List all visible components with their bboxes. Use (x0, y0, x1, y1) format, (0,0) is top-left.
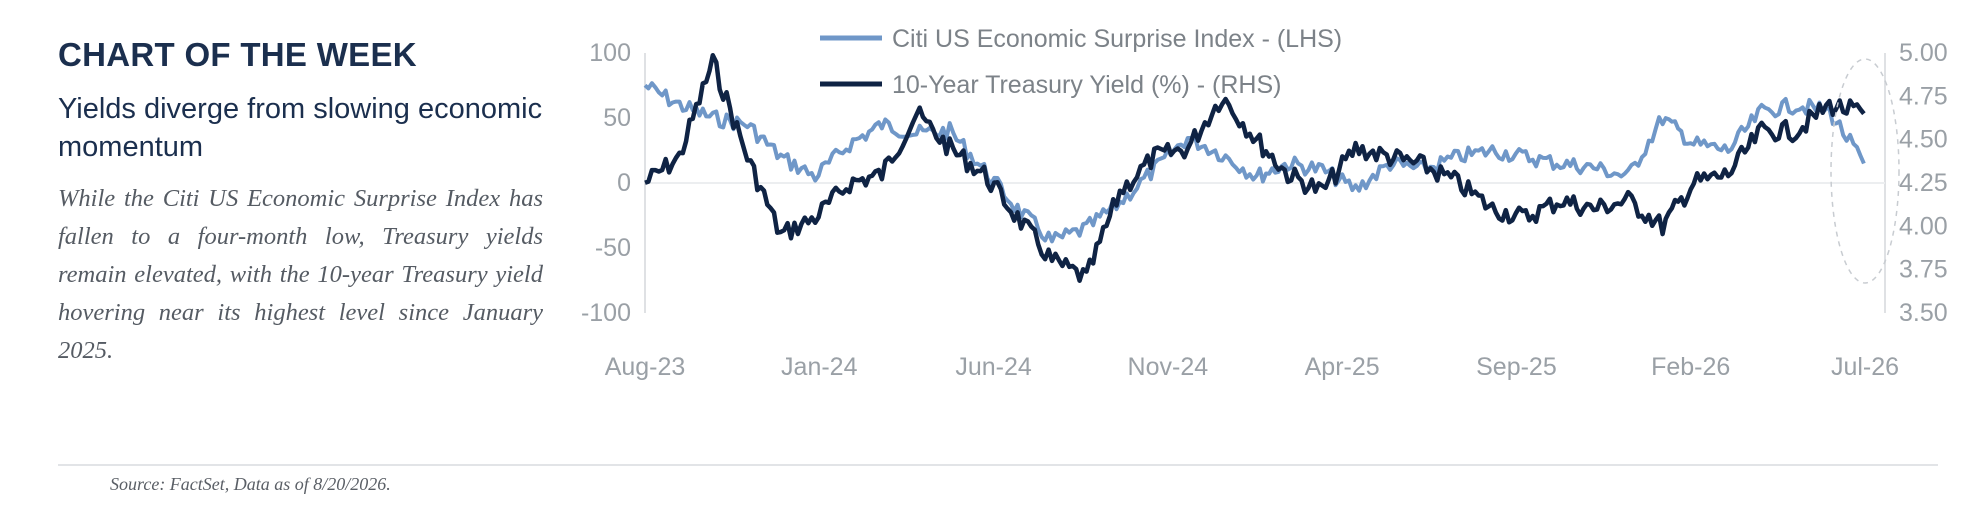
y-right-tick-label: 5.00 (1899, 39, 1948, 67)
y-left-tick-label: -50 (595, 234, 631, 262)
y-right-tick-label: 4.75 (1899, 82, 1948, 110)
x-tick-label: Sep-25 (1476, 353, 1557, 381)
y-left-tick-label: 0 (617, 169, 631, 197)
chart-area: 100 50 0 -50 -100 5.00 4.75 4.50 4.25 4.00 3.75 3.5… (555, 18, 1975, 458)
legend-label-surprise: Citi US Economic Surprise Index - (LHS) (892, 25, 1342, 53)
x-tick-label: Jul-26 (1831, 353, 1899, 381)
y-left-tick-label: -100 (581, 299, 631, 327)
legend-label-yield: 10-Year Treasury Yield (%) - (RHS) (892, 71, 1281, 99)
y-left-tick-label: 50 (603, 104, 631, 132)
y-right-tick-label: 3.75 (1899, 256, 1948, 284)
y-right-tick-label: 4.50 (1899, 126, 1948, 154)
source-note: Source: FactSet, Data as of 8/20/2026. (110, 474, 391, 494)
y-right-tick-label: 4.00 (1899, 212, 1948, 240)
line-chart: 100 50 0 -50 -100 5.00 4.75 4.50 4.25 4.00 3.75 3.5… (581, 25, 1948, 381)
text-panel: CHART OF THE WEEK Yields diverge from sl… (58, 36, 543, 370)
x-tick-label: Apr-25 (1305, 353, 1380, 381)
footer-divider (58, 464, 1938, 466)
body-paragraph: While the Citi US Economic Surprise Inde… (58, 185, 543, 364)
y-right-tick-label: 3.50 (1899, 299, 1948, 327)
y-left-tick-label: 100 (589, 39, 631, 67)
x-tick-label: Jun-24 (955, 353, 1032, 381)
x-tick-label: Jan-24 (781, 353, 858, 381)
x-tick-label: Aug-23 (605, 353, 686, 381)
headline: Yields diverge from slowing economic mom… (58, 93, 543, 163)
surprise-index-line (643, 81, 1866, 244)
x-tick-label: Feb-26 (1651, 353, 1730, 381)
y-right-tick-label: 4.25 (1899, 169, 1948, 197)
x-tick-label: Nov-24 (1128, 353, 1209, 381)
section-kicker: CHART OF THE WEEK (58, 36, 417, 73)
highlight-ellipse (1830, 58, 1900, 284)
treasury-yield-line (644, 52, 1866, 283)
